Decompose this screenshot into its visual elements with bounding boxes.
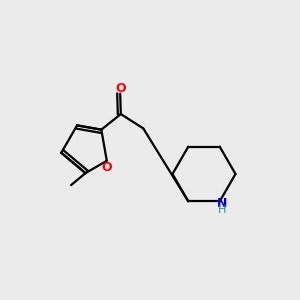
Text: O: O	[101, 161, 112, 174]
Text: H: H	[218, 205, 226, 215]
Text: N: N	[217, 197, 227, 210]
Text: O: O	[115, 82, 125, 95]
